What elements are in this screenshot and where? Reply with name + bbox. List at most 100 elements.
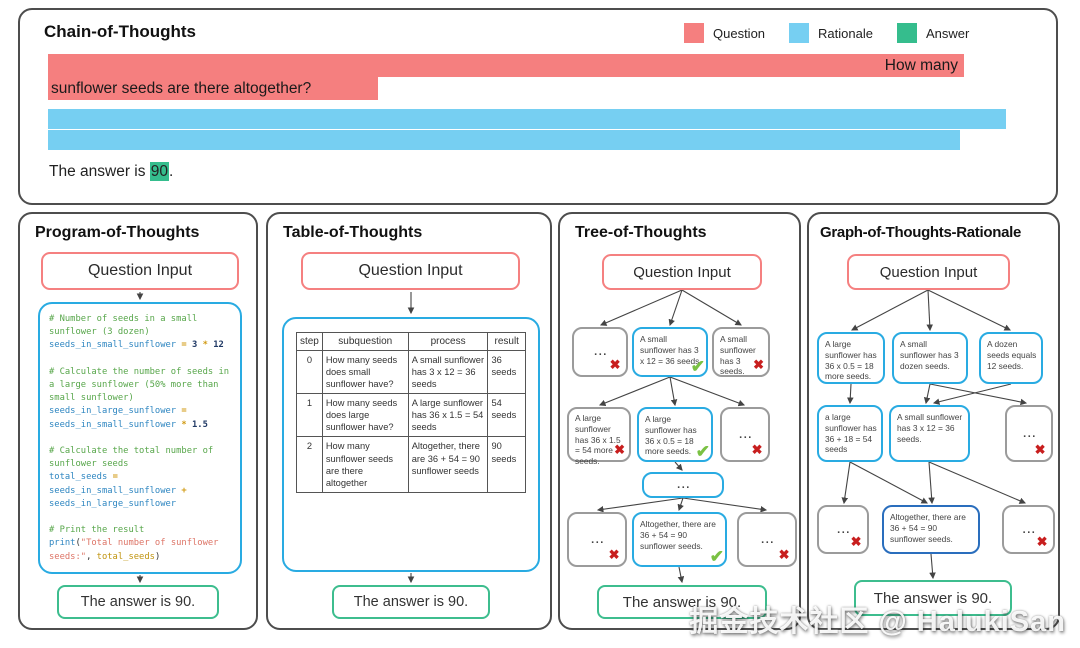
graph-node-pruned: ... ✖ bbox=[817, 505, 869, 554]
answer-prefix: The answer is bbox=[49, 163, 150, 180]
code-line bbox=[49, 511, 233, 524]
node-text: Altogether, there are 36 + 54 = 90 sunfl… bbox=[640, 519, 716, 551]
tree-node-wrong: A small sunflower has 3 seeds. ✖ bbox=[712, 327, 770, 377]
node-text: ... bbox=[1022, 523, 1037, 536]
code-line: small sunflower) bbox=[49, 393, 134, 404]
thought-table-box: step subquestion process result 0 How many s… bbox=[282, 317, 540, 572]
node-text: A large sunflower has 36 x 1.5 = 54 more… bbox=[575, 413, 621, 466]
node-text: ... bbox=[594, 346, 608, 359]
rationale-highlight-line2 bbox=[48, 130, 960, 150]
code-line: a large sunflower (50% more than bbox=[49, 380, 219, 391]
legend-item-question: Question bbox=[684, 23, 765, 43]
cross-icon: ✖ bbox=[609, 357, 622, 373]
program-arrows bbox=[136, 292, 144, 584]
tree-node-correct: Altogether, there are 36 + 54 = 90 sunfl… bbox=[632, 512, 727, 567]
rationale-color-swatch bbox=[789, 23, 810, 43]
graph-edges bbox=[841, 289, 1028, 580]
graph-panel-title: Graph-of-Thoughts-Rationale bbox=[820, 224, 1022, 241]
code-line bbox=[49, 353, 233, 366]
code-line bbox=[49, 432, 233, 445]
legend-label: Rationale bbox=[818, 25, 873, 41]
graph-node-final: Altogether, there are 36 + 54 = 90 sunfl… bbox=[882, 505, 980, 554]
table-cell: 2 bbox=[296, 436, 323, 493]
question-highlight-line1: How many bbox=[48, 54, 964, 77]
code-line: seeds_in_small_sunflower = 3 * 12 bbox=[49, 340, 224, 351]
table-cell: 36 seeds bbox=[487, 349, 526, 395]
node-text: ... bbox=[739, 428, 753, 441]
question-input-box: Question Input bbox=[301, 252, 520, 290]
table-cell: How many seeds does small sunflower have… bbox=[321, 349, 409, 395]
tree-node-correct: A small sunflower has 3 x 12 = 36 seeds.… bbox=[632, 327, 708, 377]
tree-node-pruned: ... ✖ bbox=[567, 512, 627, 567]
program-of-thoughts-panel: Program-of-Thoughts Question Input # Num… bbox=[18, 212, 258, 630]
legend-item-answer: Answer bbox=[896, 23, 970, 43]
table-of-thoughts-panel: Table-of-Thoughts Question Input step sub… bbox=[266, 212, 552, 630]
rationale-highlight-line1 bbox=[48, 109, 1006, 129]
question-input-box: Question Input bbox=[41, 252, 239, 290]
answer-box: The answer is 90. bbox=[57, 585, 219, 619]
check-icon: ✔ bbox=[709, 547, 724, 567]
tree-node-pruned: ... ✖ bbox=[720, 407, 770, 462]
code-line: # Number of seeds in a small bbox=[49, 314, 198, 324]
code-line: # Print the result bbox=[49, 525, 145, 536]
cross-icon: ✖ bbox=[850, 534, 863, 550]
graph-node: A small sunflower has 3 dozen seeds. bbox=[892, 332, 968, 384]
node-text: A large sunflower has 36 x 0.5 = 18 more… bbox=[645, 414, 697, 457]
tree-node-continuation: ... bbox=[642, 472, 724, 498]
table-cell: 1 bbox=[296, 393, 323, 438]
question-input-box: Question Input bbox=[847, 254, 1010, 290]
node-text: A large sunflower has 36 x 0.5 = 18 more… bbox=[825, 339, 877, 382]
check-icon: ✔ bbox=[690, 357, 705, 377]
table-row: 0 How many seeds does small sunflower hav… bbox=[296, 349, 526, 395]
cross-icon: ✖ bbox=[1034, 442, 1047, 458]
chain-answer-line: The answer is 90. bbox=[49, 162, 174, 181]
node-text: A small sunflower has 3 seeds. bbox=[720, 334, 756, 377]
table-arrows bbox=[407, 292, 415, 584]
graph-of-thoughts-panel: Graph-of-Thoughts-Rationale Question Inp… bbox=[807, 212, 1060, 630]
table-header-row: step subquestion process result bbox=[296, 332, 526, 351]
answer-suffix: . bbox=[169, 163, 174, 180]
node-text: A small sunflower has 3 x 12 = 36 seeds. bbox=[897, 412, 963, 444]
answer-color-swatch bbox=[896, 23, 917, 43]
table-header-cell: result bbox=[487, 332, 526, 351]
question-input-box: Question Input bbox=[602, 254, 762, 290]
answer-box: The answer is 90. bbox=[332, 585, 490, 619]
table-panel-title: Table-of-Thoughts bbox=[283, 224, 423, 241]
code-line: sunflower (3 dozen) bbox=[49, 327, 150, 338]
table-cell: Altogether, there are 36 + 54 = 90 sunfl… bbox=[407, 436, 489, 493]
legend: Question Rationale Answer bbox=[684, 23, 969, 43]
tree-edges bbox=[596, 289, 768, 584]
tree-node-correct: A large sunflower has 36 x 0.5 = 18 more… bbox=[637, 407, 713, 462]
cross-icon: ✖ bbox=[778, 547, 791, 563]
code-line: seeds_in_small_sunflower * 1.5 bbox=[49, 419, 208, 430]
answer-box: The answer is 90. bbox=[597, 585, 767, 619]
legend-label: Answer bbox=[925, 25, 970, 41]
table-cell: 0 bbox=[296, 349, 323, 395]
cross-icon: ✖ bbox=[614, 442, 625, 458]
thought-table: step subquestion process result 0 How many s… bbox=[296, 332, 526, 493]
tree-node-wrong: A large sunflower has 36 x 1.5 = 54 more… bbox=[567, 407, 631, 466]
code-line: total_seeds = bbox=[49, 472, 118, 483]
graph-node-pruned: ... ✖ bbox=[1002, 505, 1055, 554]
tree-node-pruned: ... ✖ bbox=[737, 512, 797, 567]
code-line: seeds_in_large_sunflower bbox=[49, 498, 177, 509]
table-header-cell: subquestion bbox=[321, 332, 409, 351]
table-cell: 90 seeds bbox=[487, 436, 526, 493]
node-text: ... bbox=[837, 523, 851, 536]
answer-box: The answer is 90. bbox=[854, 580, 1012, 616]
node-text: A small sunflower has 3 x 12 = 36 seeds. bbox=[640, 334, 702, 366]
code-line: sunflower seeds bbox=[49, 459, 129, 470]
code-line: print("Total number of sunflower bbox=[49, 538, 219, 549]
program-panel-title: Program-of-Thoughts bbox=[35, 224, 200, 241]
node-text: Altogether, there are 36 + 54 = 90 sunfl… bbox=[890, 512, 966, 544]
code-line: # Calculate the total number of bbox=[49, 446, 214, 457]
cross-icon: ✖ bbox=[608, 547, 621, 563]
table-body: 0 How many seeds does small sunflower hav… bbox=[296, 349, 526, 493]
cross-icon: ✖ bbox=[753, 357, 764, 373]
node-text: ... bbox=[761, 533, 775, 546]
node-text: a large sunflower has 36 + 18 = 54 seeds bbox=[825, 412, 877, 455]
code-line: seeds_in_large_sunflower = bbox=[49, 406, 187, 417]
table-cell: A small sunflower has 3 x 12 = 36 seeds bbox=[407, 349, 489, 395]
table-cell: How many seeds does large sunflower have… bbox=[321, 393, 409, 438]
node-text: A small sunflower has 3 dozen seeds. bbox=[900, 339, 959, 371]
